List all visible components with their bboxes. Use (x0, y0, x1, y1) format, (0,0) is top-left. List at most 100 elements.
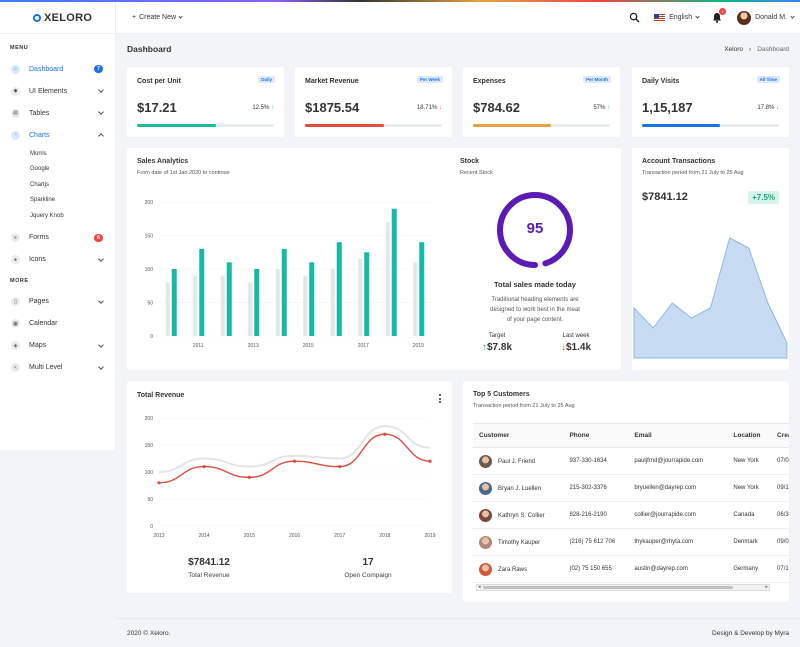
bar-series1 (193, 275, 198, 336)
diamond-icon: ◆ (11, 86, 20, 96)
table-row[interactable]: Bryan J. Luellen 215-302-3376 bryuellen@da… (473, 474, 789, 502)
sidebar-item-label: Pages (29, 298, 49, 305)
sidebar-item-pages[interactable]: ▯ Pages (0, 291, 115, 313)
table-row[interactable]: Kathryn S. Collier 828-216-2190 collier@jo… (473, 501, 789, 529)
table-row[interactable]: Zara Raws (02) 75 150 655 austin@dayrep.co… (473, 555, 789, 583)
search-icon[interactable] (629, 12, 640, 23)
stat-title: Expenses (473, 78, 506, 85)
sidebar-item-maps[interactable]: ◈ Maps (0, 335, 115, 357)
create-new-label: Create New (139, 14, 177, 21)
scroll-right-icon[interactable]: ▸ (765, 584, 768, 590)
x-tick-label: 2013 (248, 343, 259, 349)
account-title: Account Transactions (642, 158, 716, 165)
horizontal-scrollbar[interactable]: ◂ ▸ (476, 584, 770, 591)
stat-value: $784.62 (473, 100, 520, 115)
y-tick-label: 100 (145, 267, 154, 273)
sidebar-item-tables[interactable]: ▤ Tables (0, 102, 115, 124)
chevron-down-icon (98, 87, 104, 93)
y-tick-label: 150 (145, 234, 154, 240)
table-cell: 07/07 (771, 447, 789, 475)
arrow-up-icon: ↑ (271, 105, 274, 111)
create-new-button[interactable]: + Create New (132, 14, 183, 21)
stat-title: Cost per Unit (137, 78, 181, 85)
last-week-label: Last week (562, 333, 590, 339)
stat-value: $17.21 (137, 100, 177, 115)
line-point (292, 459, 297, 463)
footer-copyright: 2020 © Xeloro. (127, 629, 171, 637)
bar-series2 (254, 269, 260, 336)
stat-period-badge: Per Month (583, 76, 611, 83)
sidebar-item-forms[interactable]: ≡ Forms 6 (0, 227, 115, 249)
scroll-left-icon[interactable]: ◂ (478, 584, 481, 590)
stock-description-line2: designed to work best in the meat (490, 307, 580, 313)
total-revenue-line-chart: 0 50 100 150 200 2013 2014 2015 2016 2017 2018 2019 (145, 416, 436, 539)
arrow-up-icon: ↑ (607, 105, 610, 111)
table-cell: 07/15 (771, 555, 789, 583)
table-cell: 09/12 (771, 474, 789, 502)
sidebar-item-icons[interactable]: ● Icons (0, 249, 115, 271)
language-selector[interactable]: English (654, 14, 700, 21)
sidebar-item-label: Calendar (29, 320, 58, 327)
table-cell: 937-330-1634 (563, 447, 629, 475)
table-cell: (216) 75 612 706 (563, 528, 629, 556)
stat-period-badge: Daily (258, 76, 275, 83)
stat-progress-fill (305, 124, 385, 127)
sales-analytics-subtitle: From date of 1st Jan 2020 to continue (137, 170, 230, 176)
stat-progress-bar (473, 124, 610, 127)
sidebar-sub-jquery-knob[interactable]: Jquery Knob (30, 212, 64, 219)
stat-progress-fill (473, 124, 552, 127)
sidebar-item-label: Multi Level (29, 364, 63, 371)
chevron-up-icon (98, 133, 104, 139)
y-tick-label: 0 (150, 334, 153, 340)
y-tick-label: 50 (147, 301, 153, 307)
sidebar-item-ui-elements[interactable]: ◆ UI Elements (0, 80, 115, 102)
sidebar: XELORO MENU ⌂ Dashboard 7 ◆ UI Elements ▤ Ta… (0, 2, 116, 450)
table-cell: 828-216-2190 (563, 501, 629, 529)
us-flag-icon (654, 14, 666, 21)
table-row[interactable]: Timothy Kauper (216) 75 612 706 thykauper@… (473, 528, 789, 556)
account-change-badge: +7.5% (748, 191, 779, 204)
table-cell: austin@dayrep.com (628, 555, 728, 583)
sidebar-item-multi-level[interactable]: < Multi Level (0, 357, 115, 379)
sidebar-sub-morris[interactable]: Morris (30, 150, 47, 157)
sidebar-item-charts[interactable]: ◔ Charts (0, 124, 115, 146)
stat-value: $1875.54 (305, 100, 360, 115)
open-campaign-label: Open Compaign (344, 572, 392, 579)
table-icon: ▤ (11, 108, 20, 118)
sales-analytics-title: Sales Analytics (137, 158, 189, 165)
topbar: + Create New English 1 Donald M. (116, 2, 800, 34)
line-point (157, 481, 161, 485)
brand-logo[interactable]: XELORO (0, 2, 115, 34)
sales-analytics-card: Sales Analytics From date of 1st Jan 202… (127, 148, 621, 370)
x-tick-label: 2011 (193, 343, 204, 349)
avatar (737, 10, 752, 25)
gauge-fill (497, 192, 573, 268)
table-cell: Kathryn S. Collier (473, 501, 564, 529)
target-label: Target (488, 333, 506, 339)
sidebar-sub-chartjs[interactable]: Chartjs (30, 181, 50, 188)
stat-progress-bar (642, 124, 779, 127)
sidebar-item-label: Charts (29, 131, 50, 139)
table-row[interactable]: Paul J. Friend 937-330-1634 pauljfrnd@jour… (473, 447, 789, 475)
table-cell: Germany (727, 555, 772, 583)
bar-series2 (226, 262, 232, 336)
sidebar-sub-google[interactable]: Google (30, 166, 50, 173)
bar-series1 (330, 269, 335, 336)
stat-percent: 17.8% ↓ (757, 105, 779, 111)
sidebar-item-calendar[interactable]: ▦ Calendar (0, 313, 115, 335)
y-tick-label: 200 (145, 200, 154, 206)
user-menu[interactable]: Donald M. (737, 10, 795, 25)
notifications-button[interactable]: 1 (711, 7, 727, 24)
sidebar-sub-sparkline[interactable]: Sparkline (30, 197, 56, 204)
customer-avatar (479, 562, 492, 576)
line-point (202, 465, 206, 469)
account-value: $7841.12 (642, 191, 688, 203)
account-subtitle: Transaction period from 21 July to 25 Au… (642, 170, 744, 176)
breadcrumb-home[interactable]: Xeloro (724, 45, 744, 53)
scrollbar-thumb[interactable] (483, 586, 733, 589)
sidebar-item-dashboard[interactable]: ⌂ Dashboard 7 (0, 58, 115, 80)
more-vertical-icon[interactable] (439, 394, 441, 403)
share-icon: < (11, 363, 20, 372)
bar-series1 (275, 269, 280, 336)
bar-series2 (419, 242, 425, 336)
